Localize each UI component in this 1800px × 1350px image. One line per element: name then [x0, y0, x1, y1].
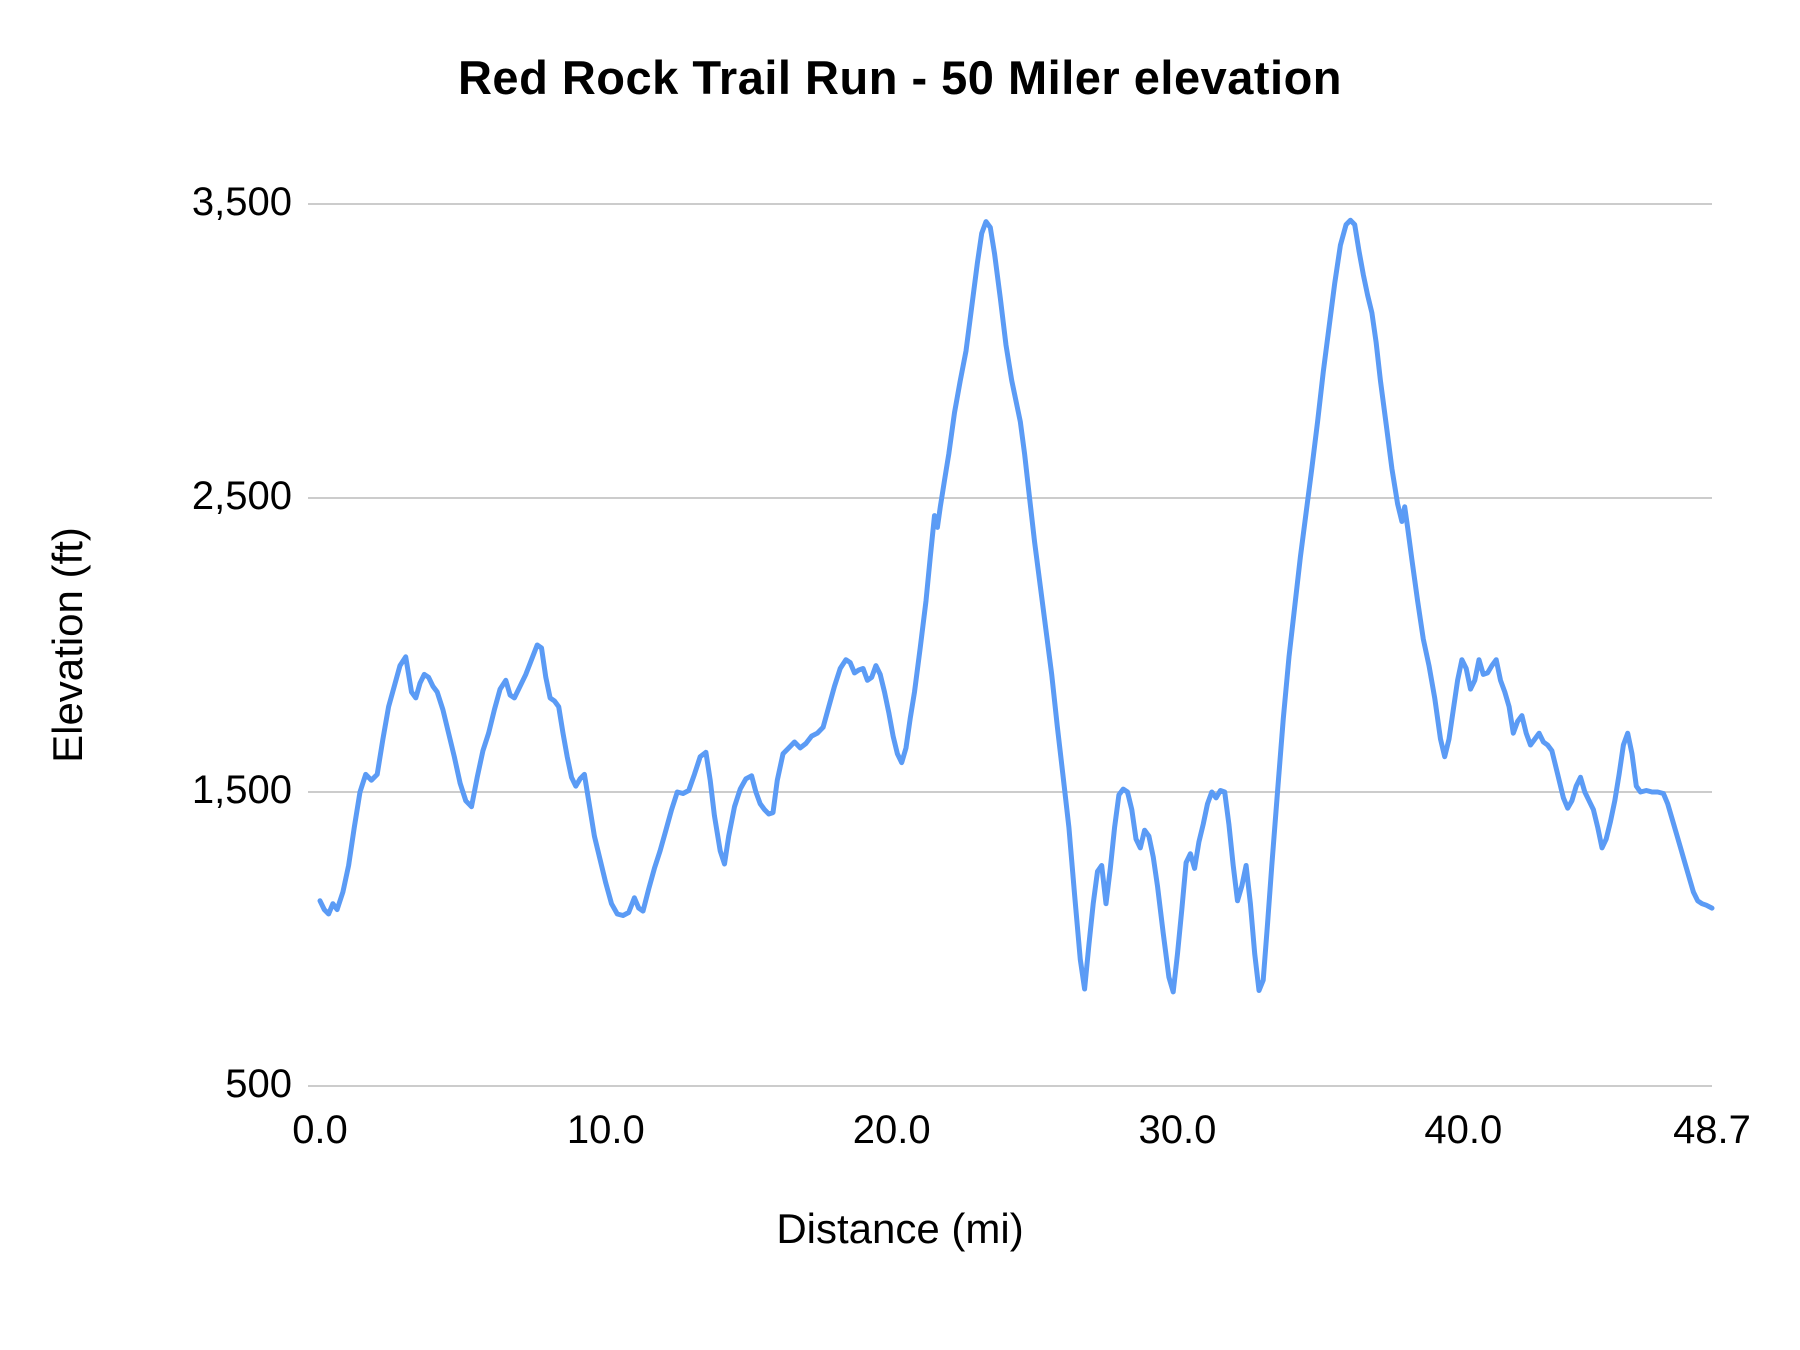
y-tick-label: 2,500 — [191, 474, 292, 518]
y-axis-title: Elevation (ft) — [44, 527, 91, 763]
elevation-series-line — [317, 217, 1715, 995]
y-tick-label: 3,500 — [191, 180, 292, 224]
y-tick-label: 1,500 — [191, 768, 292, 812]
x-tick-label: 10.0 — [566, 1108, 645, 1152]
x-tick-label: 0.0 — [292, 1108, 348, 1152]
chart-title: Red Rock Trail Run - 50 Miler elevation — [457, 51, 1343, 104]
x-tick-label: 48.7 — [1673, 1108, 1751, 1152]
y-tick-label: 500 — [225, 1062, 292, 1106]
x-tick-label: 20.0 — [852, 1108, 931, 1152]
x-tick-label: 30.0 — [1138, 1108, 1217, 1152]
x-tick-label: 40.0 — [1424, 1108, 1503, 1152]
x-axis-title: Distance (mi) — [776, 1205, 1024, 1252]
